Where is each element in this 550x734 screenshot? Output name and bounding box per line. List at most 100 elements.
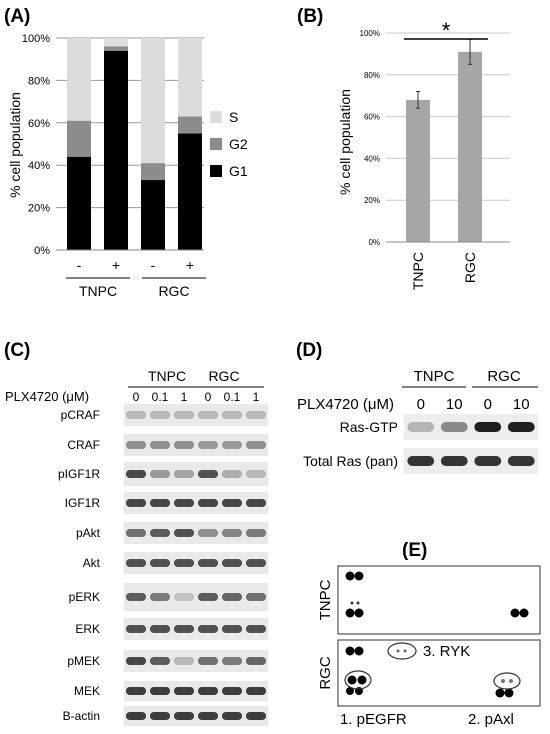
c-band	[221, 625, 243, 633]
a-bar-g1	[178, 133, 202, 250]
e-spot	[346, 687, 354, 695]
c-band	[221, 411, 243, 419]
a-bar-s	[67, 38, 91, 121]
c-row-label: pMEK	[67, 654, 100, 668]
c-blot-strip	[124, 462, 268, 486]
c-band	[173, 411, 195, 419]
c-band	[125, 559, 147, 567]
a-y-tick-label: 0%	[34, 245, 50, 257]
d-band	[440, 422, 468, 432]
d-band	[407, 456, 435, 466]
b-y-tick-label: 60%	[364, 113, 380, 122]
e-spot	[509, 679, 513, 683]
d-band	[440, 456, 468, 466]
c-row-label: Akt	[83, 556, 101, 570]
c-band	[245, 593, 267, 601]
a-group-label: RGC	[158, 283, 189, 299]
c-blot-strip	[124, 681, 268, 701]
b-x-tick-label: TNPC	[410, 252, 426, 290]
b-y-tick-label: 40%	[364, 154, 380, 163]
c-band	[149, 529, 171, 537]
c-band	[149, 625, 171, 633]
c-band	[221, 499, 243, 507]
d-row-label: Total Ras (pan)	[303, 453, 398, 469]
c-band	[125, 657, 147, 665]
b-y-tick-label: 80%	[364, 71, 380, 80]
c-band	[125, 411, 147, 419]
d-band	[474, 422, 502, 432]
a-bar-s	[141, 38, 165, 164]
c-dose-label: 0.1	[224, 390, 241, 404]
stacked-bar-chart: 0% 20% 40% 60% 80% 100% - + - + TNPC RGC % cell p…	[7, 33, 248, 299]
panel-label-c: (C)	[4, 340, 30, 361]
e-spot	[356, 601, 360, 605]
western-blot-c: TNPC RGC PLX4720 (μM) 0 0.1 1 0 0.1 1 pCRAF CRAF pI…	[5, 368, 268, 726]
c-band	[245, 625, 267, 633]
c-dose-label: 1	[181, 390, 188, 404]
e-spot	[354, 608, 364, 618]
b-y-tick-label: 100%	[360, 29, 380, 38]
c-band	[149, 657, 171, 665]
c-band	[197, 559, 219, 567]
c-band	[149, 441, 171, 449]
e-spot	[350, 601, 354, 605]
e-spot	[354, 571, 364, 581]
c-band	[173, 559, 195, 567]
a-y-tick-label: 40%	[28, 160, 50, 172]
e-spot	[354, 646, 364, 656]
a-y-tick-label: 100%	[22, 33, 50, 45]
c-band	[173, 625, 195, 633]
c-band	[173, 593, 195, 601]
a-x-tick-label: -	[151, 257, 156, 273]
c-blot-strip	[124, 552, 268, 574]
c-band	[125, 593, 147, 601]
c-band	[221, 593, 243, 601]
c-blot-strip	[124, 404, 268, 426]
c-band	[245, 657, 267, 665]
a-bar-s	[104, 38, 128, 47]
c-band	[149, 559, 171, 567]
c-row-label: pIGF1R	[58, 467, 100, 481]
c-band	[197, 499, 219, 507]
e-spot	[519, 608, 529, 618]
e-spot	[357, 675, 367, 685]
e-circle-ryk	[387, 642, 417, 660]
e-spot	[396, 649, 400, 653]
c-band	[197, 657, 219, 665]
e-spot	[345, 646, 355, 656]
e-row-label-tnpc: TNPC	[317, 579, 334, 620]
c-dose-label: 0.1	[152, 390, 169, 404]
c-dose-label: 1	[253, 390, 260, 404]
c-blot-strip	[124, 522, 268, 544]
c-band	[245, 687, 267, 695]
c-band	[125, 470, 147, 478]
panel-label-b: (B)	[297, 6, 323, 27]
c-band	[221, 712, 243, 720]
e-annotation-pegfr: 1. pEGFR	[340, 711, 407, 728]
c-band	[173, 529, 195, 537]
western-blot-d: TNPC RGC PLX4720 (μM) 0 10 0 10 Ras-GTP Total Ra…	[297, 368, 538, 474]
c-band	[197, 593, 219, 601]
d-row-label: Ras-GTP	[340, 419, 398, 435]
e-circle-paxl	[493, 672, 521, 690]
e-spot	[345, 608, 355, 618]
c-row-label: pCRAF	[61, 408, 100, 422]
c-band	[197, 411, 219, 419]
c-band	[221, 441, 243, 449]
a-y-tick-label: 60%	[28, 118, 50, 130]
a-y-tick-labels: 0% 20% 40% 60% 80% 100%	[22, 33, 50, 257]
b-bar	[406, 99, 430, 242]
a-legend-swatch-g1	[210, 165, 222, 177]
a-bar-g2	[141, 163, 165, 181]
c-band	[197, 470, 219, 478]
d-group-label: TNPC	[414, 368, 455, 385]
e-spot	[510, 608, 520, 618]
c-row-label: IGF1R	[65, 496, 101, 510]
c-band	[173, 687, 195, 695]
a-bar-g2	[67, 120, 91, 157]
c-band	[197, 441, 219, 449]
c-band	[149, 712, 171, 720]
c-blot-strip	[124, 583, 268, 611]
a-x-tick-label: +	[112, 257, 120, 273]
panel-label-d: (D)	[296, 340, 322, 361]
